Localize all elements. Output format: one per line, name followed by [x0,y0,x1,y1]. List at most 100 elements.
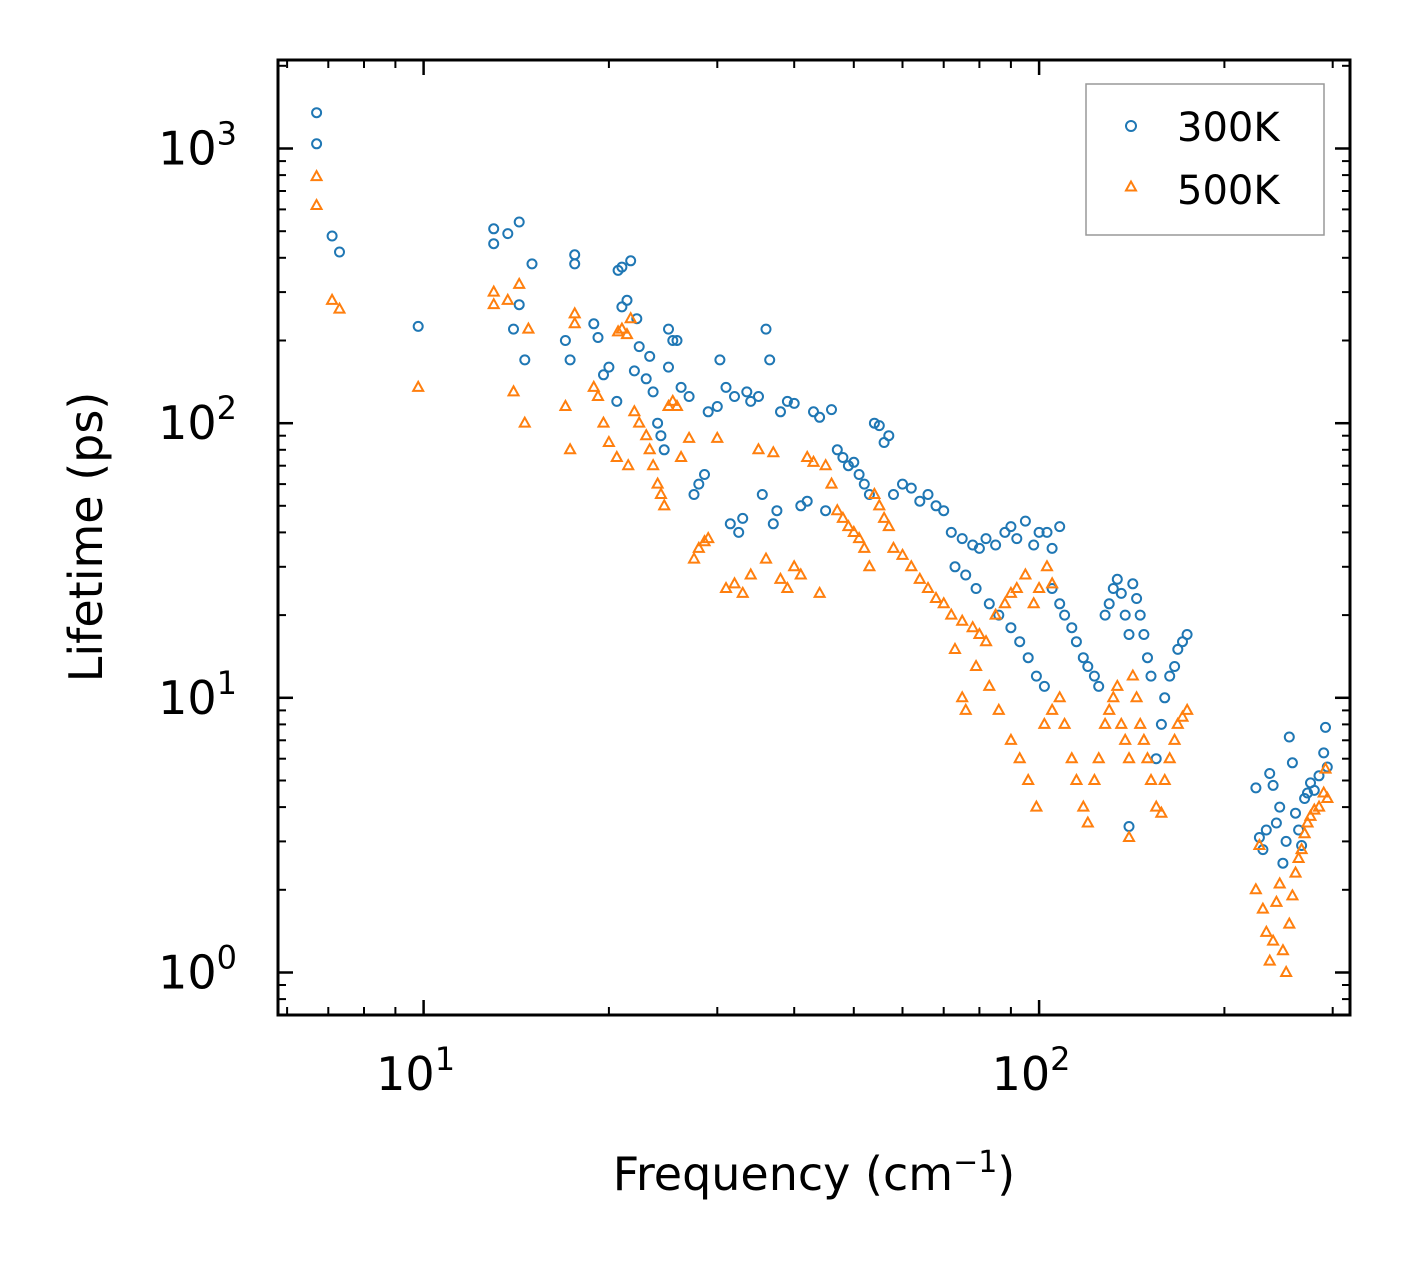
data-point [564,354,576,366]
data-point [1158,772,1172,785]
data-point [1040,559,1054,572]
data-point [842,460,854,472]
data-point [657,498,671,511]
data-point [820,505,832,517]
data-point [513,216,525,228]
data-point [1259,924,1274,937]
data-point [1037,716,1052,729]
data-point [948,641,962,654]
data-point [1277,857,1289,869]
data-point [1264,768,1276,779]
data-point [411,379,425,392]
data-point [1077,652,1089,664]
data-point [955,690,969,703]
data-point [1142,652,1153,664]
data-point [741,386,753,398]
data-point [780,580,795,594]
data-point [1274,801,1286,813]
data-point [663,361,674,373]
data-point [1269,894,1284,907]
data-point [955,613,969,626]
data-point [1162,751,1177,764]
data-point [914,495,926,507]
data-point [1134,609,1146,621]
data-point [745,395,757,407]
data-point [1099,609,1111,621]
data-point [1308,784,1320,796]
data-point [956,533,968,545]
data-point [1115,587,1127,599]
data-point [325,292,339,305]
data-point [632,415,646,428]
data-point [693,478,705,490]
data-point [929,590,943,603]
data-point [969,658,983,672]
data-point [1312,799,1326,812]
data-point [502,228,514,240]
data-point [1119,609,1131,621]
data-point [999,526,1011,538]
data-point [759,551,773,564]
data-point [972,626,987,640]
data-point [818,458,833,471]
data-point [611,395,623,407]
data-point [663,323,674,335]
y-axis-label: Lifetime (ps) [59,392,113,683]
data-point [886,540,901,553]
data-point [1046,583,1058,594]
data-point [913,571,927,584]
data-point [1296,840,1308,851]
data-point [1032,580,1046,594]
data-point [683,391,695,402]
data-point [508,323,519,335]
data-point [1010,580,1024,594]
data-point [800,449,814,462]
data-point [334,246,345,258]
data-point [945,526,957,538]
x-tick-label: 101 [376,1040,455,1101]
data-point [1249,882,1263,895]
data-point [775,406,786,418]
data-point [773,571,788,584]
data-point [733,526,745,538]
data-point [1011,533,1023,545]
data-point [1019,515,1031,527]
data-point [644,350,656,362]
data-point [1123,629,1135,640]
y-tick-label: 100 [158,938,237,999]
data-point [883,430,895,442]
data-point [1122,829,1136,843]
data-point [1279,964,1293,977]
data-point [518,415,532,428]
data-point [1052,690,1067,703]
data-point [897,478,908,490]
data-point [1303,808,1318,821]
data-point [621,458,635,471]
data-point [949,561,961,573]
data-point [588,318,600,330]
data-point [760,323,772,335]
data-point [643,442,657,455]
legend: 300K 500K [1085,83,1325,236]
data-point [697,534,712,547]
legend-label-300k: 300K [1177,105,1281,151]
data-point [569,258,581,270]
data-point [1065,751,1079,764]
data-point [501,292,515,305]
data-point [982,678,996,691]
data-point [857,540,871,553]
data-point [1045,702,1059,715]
data-point [487,284,501,297]
data-point [513,299,525,311]
data-point [596,415,611,428]
data-point [526,258,538,270]
data-point [1169,661,1181,672]
data-point [1283,731,1295,743]
data-point [853,469,865,480]
data-point [1164,670,1176,682]
data-point [332,301,347,314]
data-point [1126,668,1140,681]
data-point [882,519,896,532]
data-point [1285,888,1300,901]
